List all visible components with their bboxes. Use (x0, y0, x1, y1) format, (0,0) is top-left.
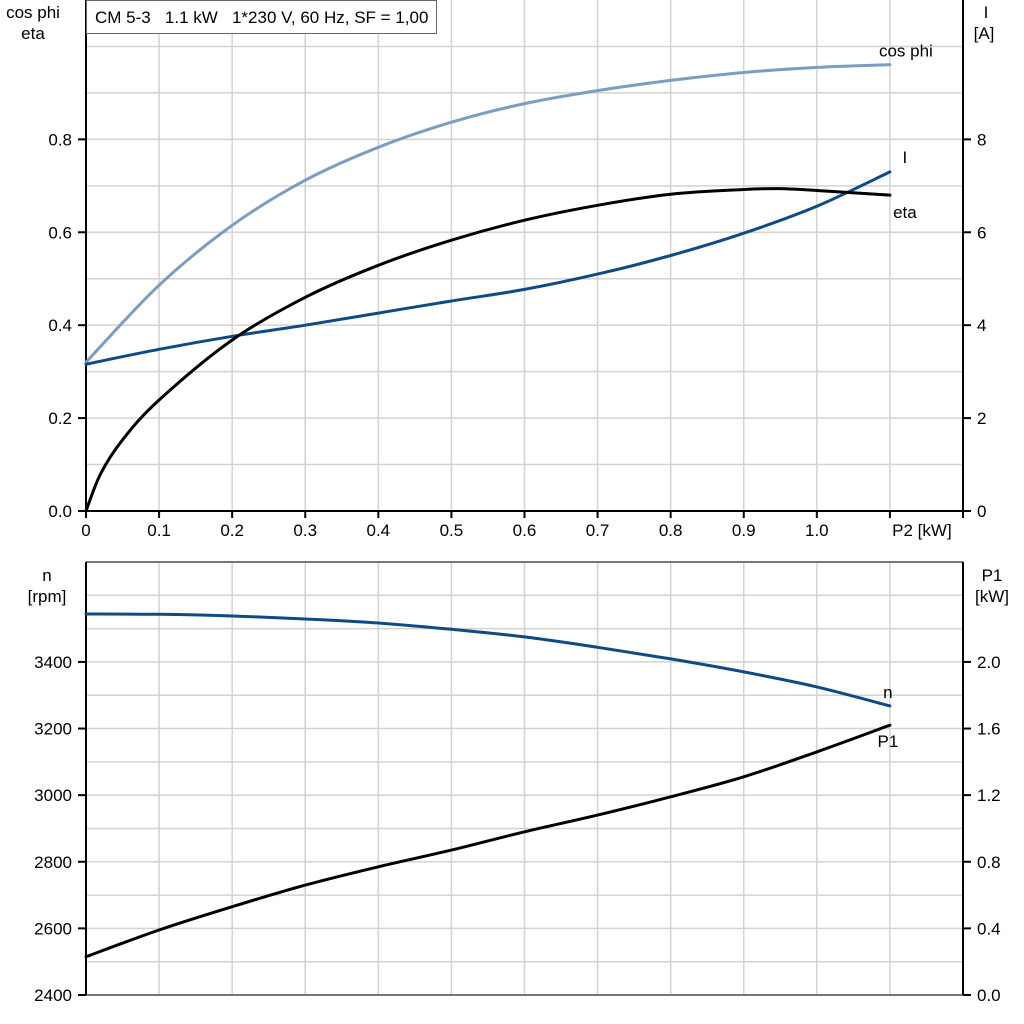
x-tick-label: 0.7 (586, 521, 610, 540)
y-left-tick-label: 0.6 (48, 223, 72, 242)
y-right-tick-label: 0.4 (977, 919, 1001, 938)
y-right-tick-label: 8 (977, 130, 986, 149)
x-tick-label: 0.9 (732, 521, 756, 540)
series-line-cos-phi (84, 63, 892, 364)
y-right-tick-label: 0 (977, 502, 986, 521)
x-tick-label: 0.5 (440, 521, 464, 540)
y-right-axis-label: [A] (974, 24, 995, 43)
y-right-tick-label: 1.2 (977, 786, 1001, 805)
series-line-i (84, 170, 892, 366)
y-right-axis-label: I (984, 3, 989, 22)
series-label-eta: eta (893, 203, 917, 222)
y-left-axis-label: n (42, 566, 51, 585)
y-left-axis-label: cos phi (6, 3, 60, 22)
series-label-i: I (903, 148, 908, 167)
x-tick-label: 0.3 (293, 521, 317, 540)
series-line-eta (84, 187, 892, 513)
series-label-n: n (883, 683, 892, 702)
series-label-cos-phi: cos phi (879, 42, 933, 61)
x-tick-label: 0 (81, 521, 90, 540)
series-line-p1 (84, 723, 892, 959)
y-left-tick-label: 3200 (34, 720, 72, 739)
y-left-tick-label: 3400 (34, 653, 72, 672)
y-left-axis-label: eta (21, 24, 45, 43)
y-left-tick-label: 2400 (34, 986, 72, 1005)
x-tick-label: 0.1 (147, 521, 171, 540)
x-tick-label: 0.4 (367, 521, 391, 540)
y-left-tick-label: 0.8 (48, 130, 72, 149)
y-right-tick-label: 2 (977, 409, 986, 428)
y-right-tick-label: 0.8 (977, 853, 1001, 872)
series-line-n (84, 612, 892, 708)
x-tick-label: 1.0 (805, 521, 829, 540)
x-tick-label: 0.2 (220, 521, 244, 540)
y-left-tick-label: 0.2 (48, 409, 72, 428)
y-left-axis-label: [rpm] (28, 587, 67, 606)
y-right-axis-label: P1 (982, 566, 1003, 585)
x-axis-label: P2 [kW] (892, 521, 952, 540)
y-left-tick-label: 2800 (34, 853, 72, 872)
y-right-tick-label: 6 (977, 223, 986, 242)
y-right-tick-label: 4 (977, 316, 986, 335)
y-left-tick-label: 0.4 (48, 316, 72, 335)
y-left-tick-label: 2600 (34, 919, 72, 938)
y-right-tick-label: 2.0 (977, 653, 1001, 672)
x-tick-label: 0.6 (513, 521, 537, 540)
y-right-tick-label: 1.6 (977, 720, 1001, 739)
pump-title: CM 5-3 1.1 kW 1*230 V, 60 Hz, SF = 1,00 (86, 0, 438, 34)
y-right-tick-label: 0.0 (977, 986, 1001, 1005)
y-left-tick-label: 0.0 (48, 502, 72, 521)
x-tick-label: 0.8 (659, 521, 683, 540)
series-label-p1: P1 (878, 732, 899, 751)
y-left-tick-label: 3000 (34, 786, 72, 805)
y-right-axis-label: [kW] (975, 587, 1009, 606)
